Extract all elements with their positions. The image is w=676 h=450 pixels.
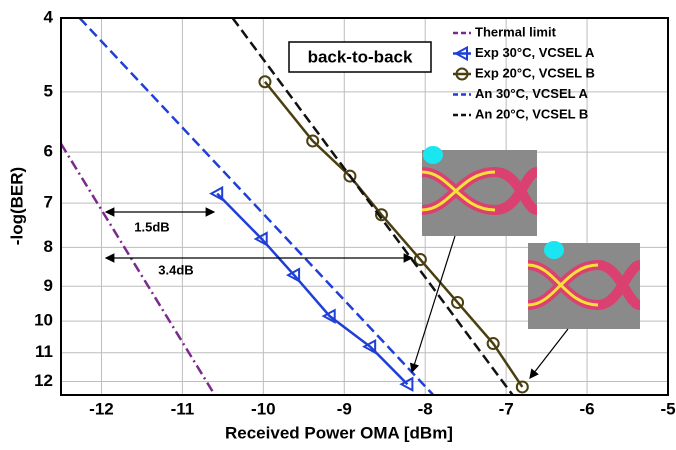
legend-label: Exp 30°C, VCSEL A xyxy=(475,45,595,60)
series-line xyxy=(80,18,434,395)
x-tick-label: -7 xyxy=(499,399,514,418)
eye-diagram xyxy=(528,241,640,378)
x-tick-label: -9 xyxy=(337,399,352,418)
x-tick-label: -6 xyxy=(580,399,595,418)
x-tick-label: -11 xyxy=(171,399,195,418)
chart: Received Power OMA [dBm] -log(BER) back-… xyxy=(0,0,676,445)
y-tick-label: 11 xyxy=(35,342,53,361)
annotation: 1.5dB xyxy=(134,219,169,234)
series-line xyxy=(217,194,407,385)
y-tick-label: 7 xyxy=(44,193,53,212)
y-tick-label: 12 xyxy=(34,371,53,390)
marker xyxy=(211,188,222,200)
y-tick-label: 5 xyxy=(44,81,53,100)
legend: Thermal limit Exp 30°C, VCSEL A Exp 20°C, … xyxy=(453,24,595,121)
y-tick-label: 9 xyxy=(44,276,53,295)
y-tick-label: 6 xyxy=(44,142,53,161)
legend-label: Exp 20°C, VCSEL B xyxy=(475,65,595,80)
legend-label: An 20°C, VCSEL B xyxy=(475,106,588,121)
x-tick-label: -5 xyxy=(660,399,675,418)
eye-diagram xyxy=(412,146,537,372)
y-tick-label: 10 xyxy=(34,311,53,330)
y-tick-label: 4 xyxy=(44,7,54,26)
x-axis-label: Received Power OMA [dBm] xyxy=(225,423,453,442)
y-axis-label: -log(BER) xyxy=(7,167,26,245)
legend-label: An 30°C, VCSEL A xyxy=(475,86,588,101)
x-tick-label: -10 xyxy=(251,399,276,418)
y-tick-label: 8 xyxy=(44,237,53,256)
legend-label: Thermal limit xyxy=(475,24,557,39)
x-tick-label: -8 xyxy=(418,399,433,418)
x-tick-label: -12 xyxy=(89,399,114,418)
annotation: back-to-back xyxy=(308,47,413,66)
annotation: 3.4dB xyxy=(158,262,193,277)
